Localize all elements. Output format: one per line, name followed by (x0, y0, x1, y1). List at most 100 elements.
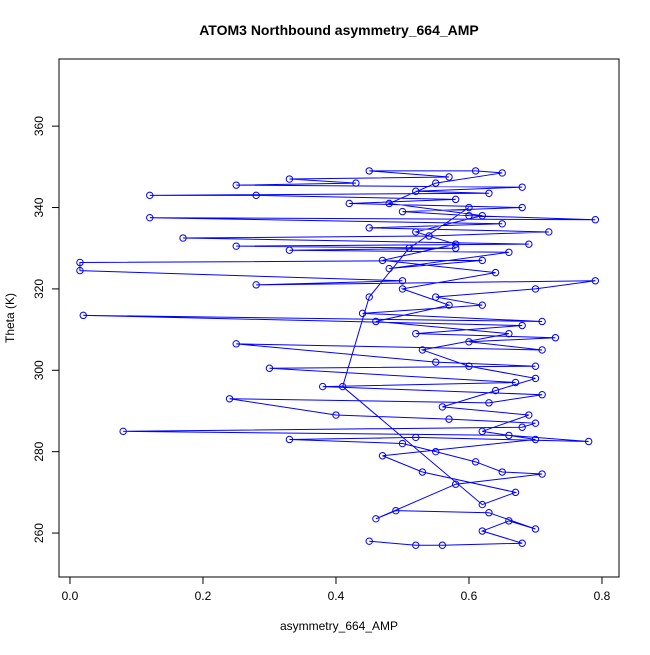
data-point (358, 309, 367, 318)
data-point (345, 199, 353, 208)
data-point (538, 346, 546, 354)
data-point (491, 268, 500, 277)
data-point (285, 435, 294, 444)
data-point (392, 506, 400, 515)
data-point (538, 317, 546, 326)
x-tick-label: 0.2 (195, 589, 212, 603)
data-point (79, 311, 87, 320)
x-tick-label: 0.0 (62, 589, 79, 603)
data-point (498, 169, 506, 177)
y-tick-label: 340 (32, 197, 46, 217)
data-point (378, 256, 387, 265)
data-point (451, 240, 460, 248)
data-point (378, 452, 387, 460)
data-point (445, 301, 453, 309)
data-point (405, 244, 413, 252)
y-tick-label: 360 (32, 116, 46, 136)
data-point (498, 468, 506, 476)
data-point (398, 285, 407, 293)
data-point (412, 329, 420, 338)
data-point (365, 167, 373, 175)
data-point (531, 419, 540, 427)
data-point (478, 301, 486, 309)
data-point (591, 216, 600, 224)
data-point (485, 189, 493, 197)
x-tick-label: 0.8 (594, 589, 611, 603)
data-point (76, 266, 84, 275)
data-point (518, 423, 526, 431)
data-point (252, 191, 260, 200)
x-axis-label: asymmetry_664_AMP (280, 619, 398, 633)
data-point (531, 362, 540, 370)
data-point (418, 468, 427, 476)
data-point (591, 277, 600, 285)
data-point (265, 364, 274, 372)
data-point (365, 293, 373, 301)
data-point (425, 232, 433, 240)
data-point (252, 281, 260, 289)
data-point (445, 415, 453, 423)
data-point (451, 195, 460, 204)
data-point (365, 224, 373, 232)
data-point (432, 447, 440, 456)
data-point (432, 179, 440, 187)
data-point (352, 179, 360, 187)
data-point (485, 509, 493, 517)
data-point (478, 527, 486, 535)
data-point (491, 386, 500, 395)
series-line (79, 170, 596, 546)
data-point (146, 191, 154, 200)
data-point (318, 382, 327, 391)
data-point (385, 199, 393, 208)
data-point (518, 183, 526, 191)
data-point (531, 285, 540, 293)
data-point (451, 244, 460, 252)
data-point (232, 340, 240, 348)
data-point (584, 437, 593, 446)
data-point (478, 211, 486, 220)
data-point (438, 403, 447, 411)
data-point (518, 539, 526, 547)
data-point (551, 334, 560, 342)
data-point (332, 411, 340, 419)
data-point (372, 317, 380, 326)
data-point (372, 515, 380, 523)
data-point (505, 431, 513, 440)
data-point (498, 220, 506, 228)
data-point (531, 435, 540, 444)
data-point (225, 395, 234, 403)
x-tick-label: 0.4 (328, 589, 345, 603)
plot-frame (58, 58, 620, 578)
data-point (465, 362, 473, 370)
data-point (485, 399, 493, 407)
data-point (398, 207, 407, 216)
data-point (505, 517, 513, 525)
data-point (385, 264, 393, 273)
data-point (451, 480, 460, 488)
y-tick-label: 300 (32, 360, 46, 380)
data-point (232, 242, 240, 250)
data-point (465, 338, 473, 346)
data-point (412, 433, 420, 442)
data-point (478, 256, 486, 265)
data-point (445, 173, 453, 181)
data-point (338, 382, 347, 391)
data-point (412, 541, 420, 549)
data-point (511, 488, 520, 497)
data-point (531, 374, 540, 383)
y-tick-label: 280 (32, 441, 46, 461)
data-point (432, 293, 440, 301)
data-point (398, 277, 407, 285)
data-point (119, 427, 127, 436)
data-point (412, 187, 420, 195)
data-point (179, 234, 187, 242)
data-point (505, 248, 513, 256)
data-point (76, 258, 84, 267)
chart-title: ATOM3 Northbound asymmetry_664_AMP (199, 22, 479, 38)
data-point (518, 203, 526, 212)
data-point (365, 537, 373, 545)
data-point (398, 439, 407, 448)
data-point (418, 346, 427, 354)
